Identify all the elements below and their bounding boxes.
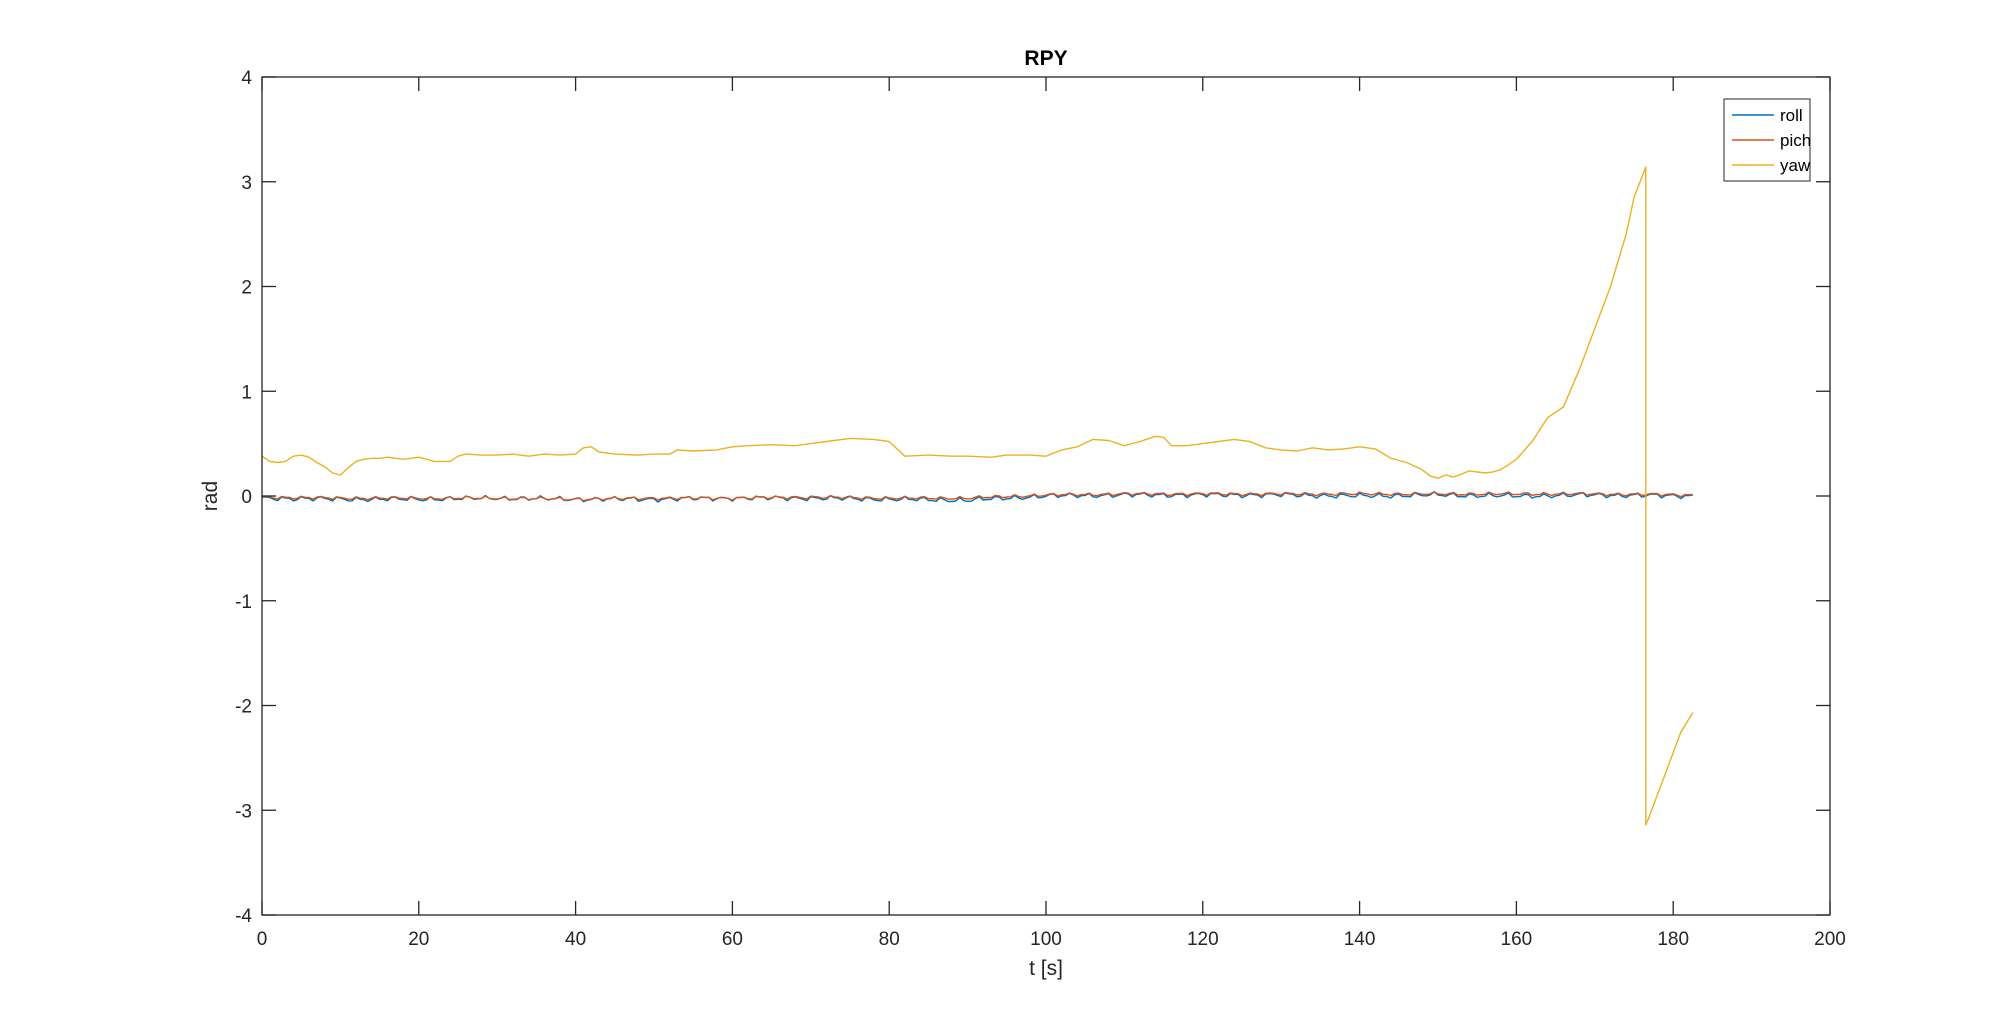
x-tick-label: 80 [879,929,900,950]
y-tick-label: -3 [235,801,252,822]
y-tick-label: 0 [241,487,252,508]
x-tick-label: 40 [565,929,586,950]
chart-title: RPY [1024,47,1067,70]
y-tick-label: 1 [241,382,252,403]
x-tick-label: 180 [1657,929,1689,950]
x-tick-label: 0 [257,929,268,950]
x-tick-label: 200 [1814,929,1846,950]
y-axis-label: rad [199,481,222,511]
series-line-pich [261,491,1693,502]
ticks-layer: 0 20 40 60 80 100 120 140 160 180 200 -4 -3 -2 -1 0 1 2 3 4 [235,68,1846,950]
legend-label-roll: roll [1780,106,1803,125]
y-tick-label: -1 [235,592,252,613]
x-tick-label: 160 [1501,929,1533,950]
series-layer [261,166,1694,826]
x-tick-label: 140 [1344,929,1376,950]
legend-label-pich: pich [1780,131,1811,150]
y-tick-label: 4 [241,68,252,89]
legend-label-yaw: yaw [1780,156,1811,175]
x-tick-label: 20 [408,929,429,950]
y-tick-label: 3 [241,173,252,194]
series-line-yaw [261,166,1694,826]
y-tick-label: 2 [241,278,252,299]
y-tick-label: -2 [235,697,252,718]
x-tick-label: 120 [1187,929,1219,950]
x-tick-label: 60 [722,929,743,950]
x-axis-label: t [s] [1029,957,1063,980]
y-tick-label: -4 [235,906,252,927]
legend: roll pich yaw [1723,98,1811,182]
x-tick-label: 100 [1030,929,1062,950]
